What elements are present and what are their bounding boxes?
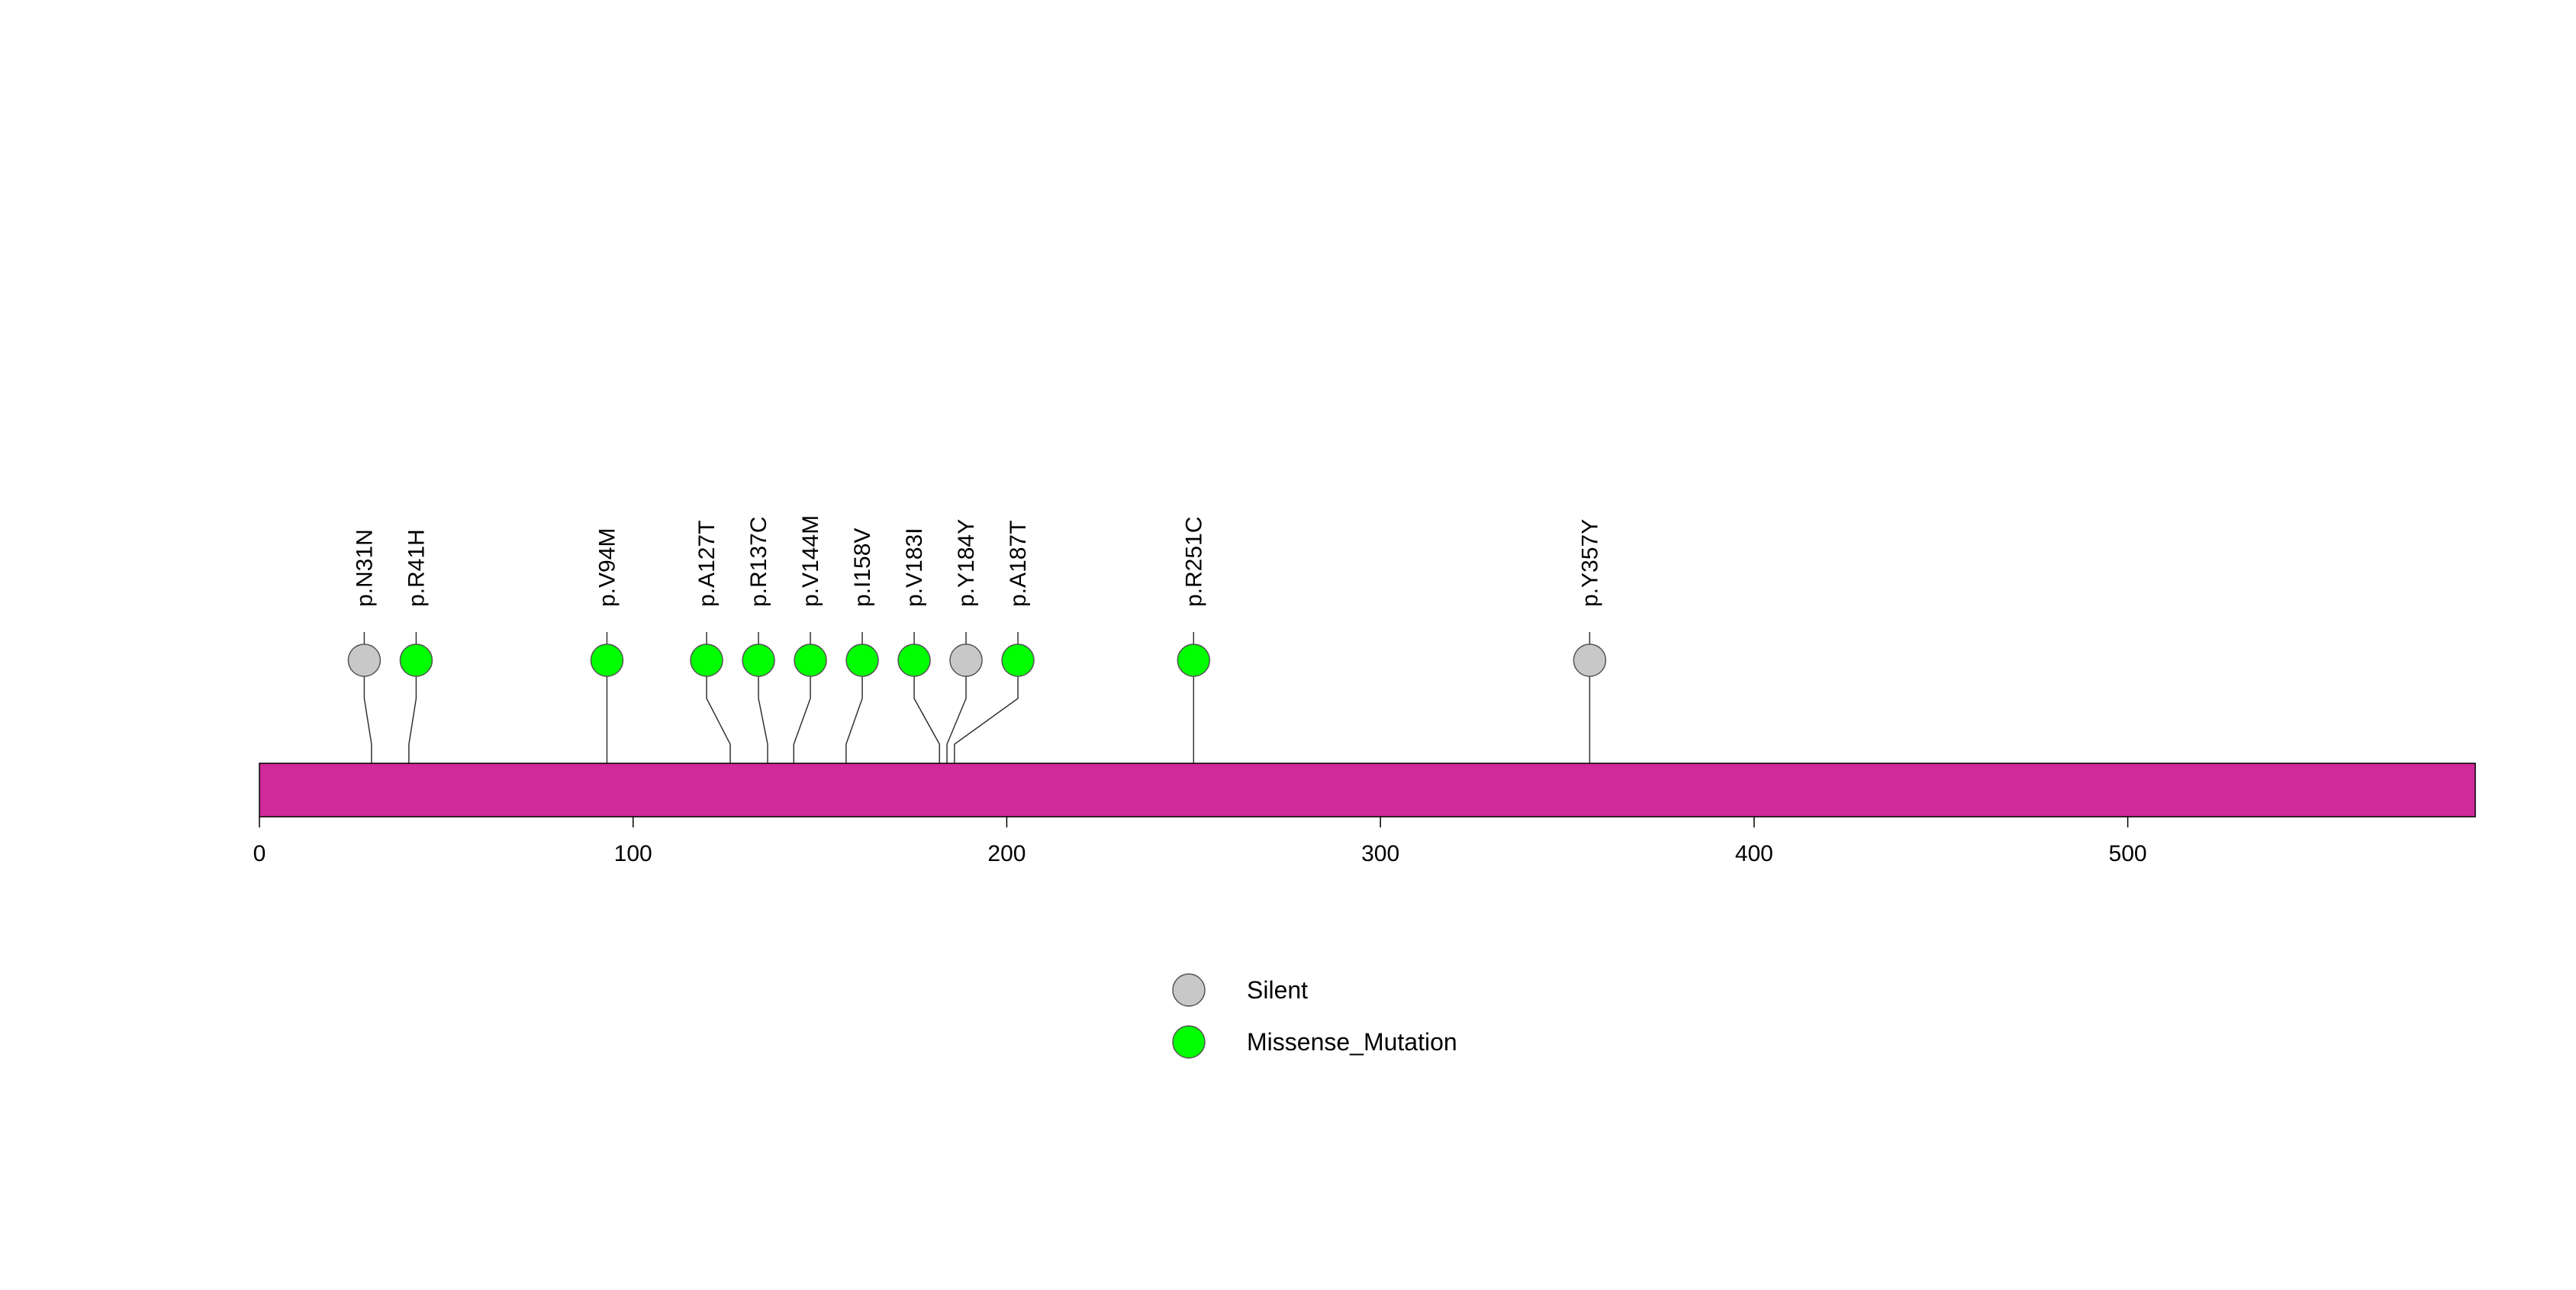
x-tick-label-200: 200 [987,841,1026,866]
mutation-label-p-n31n: p.N31N [352,529,377,607]
mutation-point-p-r41h [399,643,433,677]
mutation-labels: p.N31N p.R41H p.V94M p.A127T p.R137C p.V144M p… [352,515,1602,607]
x-tick-label-300: 300 [1361,841,1399,866]
mutation-point-p-a127t [690,643,723,677]
mutation-point-p-v94m [590,643,624,677]
mutation-label-p-r137c: p.R137C [746,517,771,607]
x-axis: 0 100 200 300 400 500 [253,817,2147,866]
mutation-label-p-v144m: p.V144M [798,515,823,607]
x-tick-label-100: 100 [614,841,652,866]
mutation-points [347,643,1607,677]
protein-bar [259,763,2476,818]
x-tick-label-500: 500 [2109,841,2147,866]
mutation-point-p-r251c [1177,643,1211,677]
legend-swatch-missense-mutation [1172,1025,1206,1059]
legend: Silent Missense_Mutation [1172,973,1457,1059]
mutation-label-p-v183i: p.V183I [902,528,927,607]
x-tick-label-0: 0 [253,841,266,866]
mutation-label-p-v94m: p.V94M [594,528,620,607]
mutation-point-p-r137c [742,643,775,677]
mutation-point-p-a187t [1001,643,1035,677]
mutation-label-p-a187t: p.A187T [1006,521,1031,607]
mutation-label-p-y357y: p.Y357Y [1577,519,1602,607]
x-tick-label-400: 400 [1735,841,1773,866]
mutation-label-p-a127t: p.A127T [694,521,720,607]
mutation-label-p-r251c: p.R251C [1181,517,1206,607]
mutation-point-p-y184y [949,643,983,677]
legend-label-silent: Silent [1247,976,1308,1004]
mutation-label-p-y184y: p.Y184Y [954,519,979,607]
mutation-point-p-v144m [794,643,827,677]
legend-swatch-silent [1172,973,1206,1007]
mutation-point-p-i158v [845,643,879,677]
legend-label-missense-mutation: Missense_Mutation [1247,1028,1457,1056]
mutation-label-p-i158v: p.I158V [850,528,875,607]
mutation-point-p-n31n [347,643,382,677]
mutation-point-p-v183i [897,643,931,677]
mutation-point-p-y357y [1573,643,1607,677]
mutation-label-p-r41h: p.R41H [404,529,429,607]
